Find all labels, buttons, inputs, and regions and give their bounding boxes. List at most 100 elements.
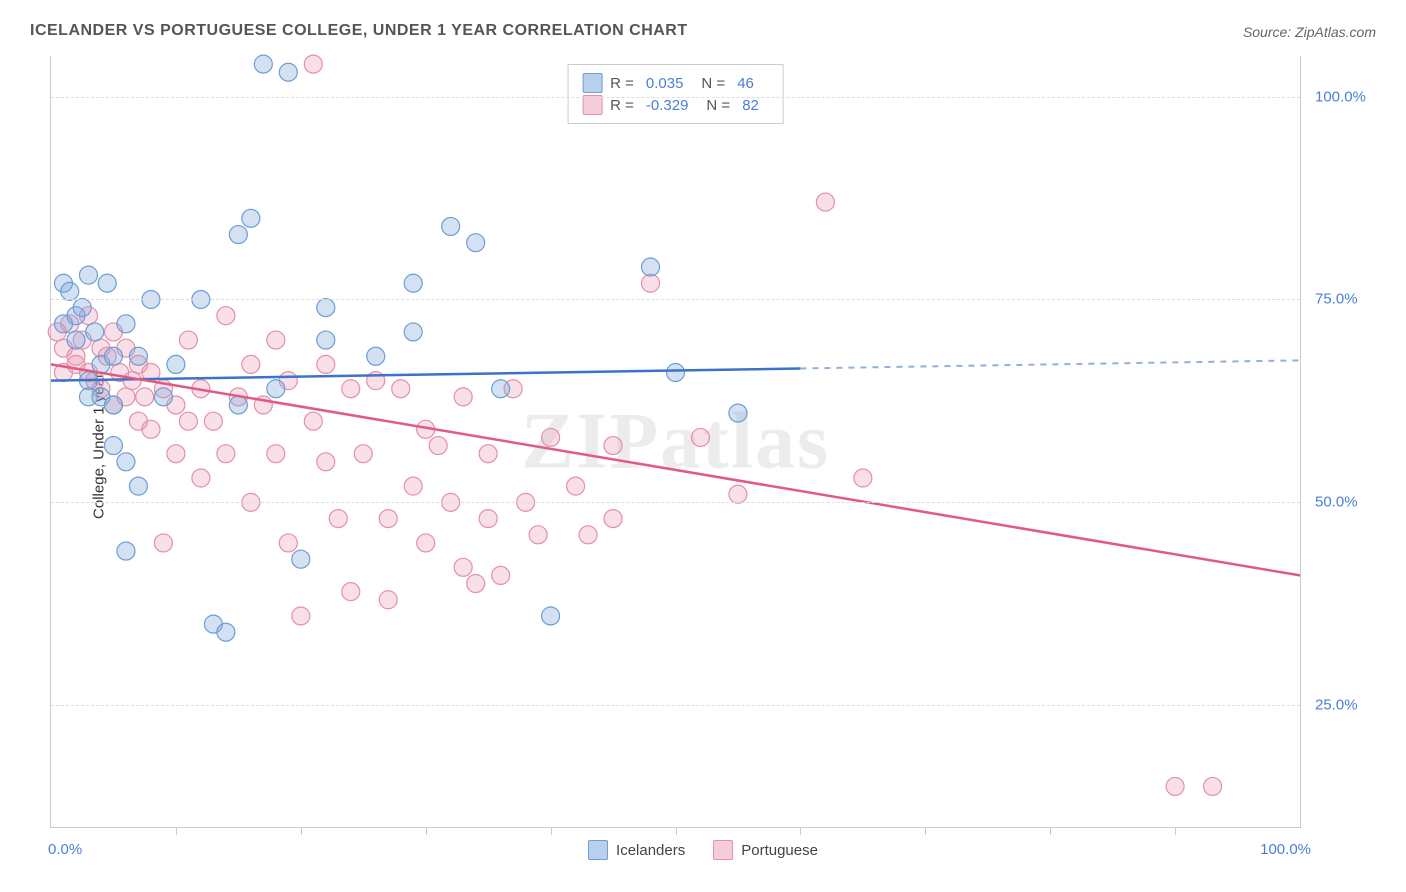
bottom-legend: Icelanders Portuguese: [588, 840, 818, 860]
scatter-point: [267, 331, 285, 349]
scatter-point: [642, 258, 660, 276]
scatter-point: [179, 412, 197, 430]
scatter-point: [604, 437, 622, 455]
scatter-point: [567, 477, 585, 495]
scatter-point: [442, 217, 460, 235]
scatter-point: [242, 209, 260, 227]
r-value-1: 0.035: [646, 75, 684, 92]
legend-swatch-series2: [713, 840, 733, 860]
scatter-point: [542, 607, 560, 625]
scatter-point: [73, 299, 91, 317]
x-tick: [176, 827, 177, 835]
x-tick: [551, 827, 552, 835]
scatter-point: [317, 453, 335, 471]
scatter-point: [129, 347, 147, 365]
scatter-point: [1204, 777, 1222, 795]
scatter-point: [342, 583, 360, 601]
scatter-point: [429, 437, 447, 455]
scatter-point: [167, 445, 185, 463]
chart-plot-area: ZIPatlas R = 0.035 N = 46 R = -0.329 N =…: [50, 56, 1301, 828]
scatter-point: [292, 550, 310, 568]
source-attribution: Source: ZipAtlas.com: [1243, 24, 1376, 40]
scatter-point: [379, 591, 397, 609]
scatter-point: [329, 510, 347, 528]
legend-item-series1: Icelanders: [588, 840, 685, 860]
n-label-1: N =: [701, 75, 725, 92]
scatter-point: [367, 347, 385, 365]
x-tick: [301, 827, 302, 835]
scatter-point: [104, 396, 122, 414]
y-tick-label: 50.0%: [1315, 494, 1385, 511]
chart-title: ICELANDER VS PORTUGUESE COLLEGE, UNDER 1…: [30, 22, 688, 40]
scatter-point: [104, 347, 122, 365]
scatter-point: [379, 510, 397, 528]
scatter-point: [529, 526, 547, 544]
scatter-point: [1166, 777, 1184, 795]
swatch-series2: [582, 95, 602, 115]
scatter-point: [229, 226, 247, 244]
scatter-point: [136, 388, 154, 406]
x-tick: [426, 827, 427, 835]
scatter-point: [467, 234, 485, 252]
scatter-point: [492, 380, 510, 398]
scatter-point: [354, 445, 372, 463]
x-tick: [1175, 827, 1176, 835]
scatter-point: [454, 388, 472, 406]
x-tick: [800, 827, 801, 835]
x-tick: [676, 827, 677, 835]
x-axis-label-left: 0.0%: [48, 841, 82, 858]
scatter-svg: [51, 56, 1300, 827]
scatter-point: [404, 323, 422, 341]
scatter-point: [492, 566, 510, 584]
scatter-point: [117, 453, 135, 471]
scatter-point: [192, 469, 210, 487]
scatter-point: [254, 55, 272, 73]
x-tick: [925, 827, 926, 835]
correlation-stats-box: R = 0.035 N = 46 R = -0.329 N = 82: [567, 64, 784, 124]
scatter-point: [729, 485, 747, 503]
legend-label-series1: Icelanders: [616, 842, 685, 859]
legend-item-series2: Portuguese: [713, 840, 818, 860]
scatter-point: [604, 510, 622, 528]
swatch-series1: [582, 73, 602, 93]
scatter-point: [479, 510, 497, 528]
scatter-point: [167, 355, 185, 373]
gridline: [51, 299, 1300, 300]
scatter-point: [117, 542, 135, 560]
r-label-1: R =: [610, 75, 634, 92]
n-label-2: N =: [706, 97, 730, 114]
y-tick-label: 75.0%: [1315, 291, 1385, 308]
scatter-point: [242, 355, 260, 373]
scatter-point: [304, 55, 322, 73]
scatter-point: [267, 380, 285, 398]
scatter-point: [86, 323, 104, 341]
scatter-point: [404, 477, 422, 495]
scatter-point: [117, 315, 135, 333]
scatter-point: [854, 469, 872, 487]
r-value-2: -0.329: [646, 97, 689, 114]
gridline: [51, 97, 1300, 98]
trendline-series2: [51, 364, 1300, 575]
legend-label-series2: Portuguese: [741, 842, 818, 859]
y-tick-label: 25.0%: [1315, 697, 1385, 714]
stats-row-series1: R = 0.035 N = 46: [582, 73, 769, 93]
scatter-point: [729, 404, 747, 422]
gridline: [51, 705, 1300, 706]
scatter-point: [542, 428, 560, 446]
scatter-point: [342, 380, 360, 398]
scatter-point: [204, 412, 222, 430]
scatter-point: [467, 575, 485, 593]
scatter-point: [691, 428, 709, 446]
x-axis-label-right: 100.0%: [1260, 841, 1311, 858]
scatter-point: [454, 558, 472, 576]
r-label-2: R =: [610, 97, 634, 114]
scatter-point: [404, 274, 422, 292]
scatter-point: [179, 331, 197, 349]
scatter-point: [667, 364, 685, 382]
scatter-point: [129, 477, 147, 495]
scatter-point: [98, 274, 116, 292]
n-value-2: 82: [742, 97, 759, 114]
gridline: [51, 502, 1300, 503]
scatter-point: [217, 623, 235, 641]
scatter-point: [67, 331, 85, 349]
